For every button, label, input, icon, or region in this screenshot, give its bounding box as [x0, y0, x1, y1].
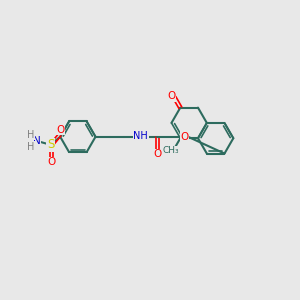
- Text: H: H: [27, 130, 34, 140]
- Text: O: O: [47, 157, 56, 167]
- Text: O: O: [57, 125, 65, 135]
- Text: NH: NH: [134, 131, 148, 141]
- Text: S: S: [47, 138, 54, 151]
- Text: N: N: [33, 136, 41, 146]
- Text: O: O: [180, 132, 188, 142]
- Text: O: O: [153, 149, 161, 159]
- Text: CH₃: CH₃: [163, 146, 179, 155]
- Text: H: H: [27, 142, 34, 152]
- Text: O: O: [167, 91, 176, 101]
